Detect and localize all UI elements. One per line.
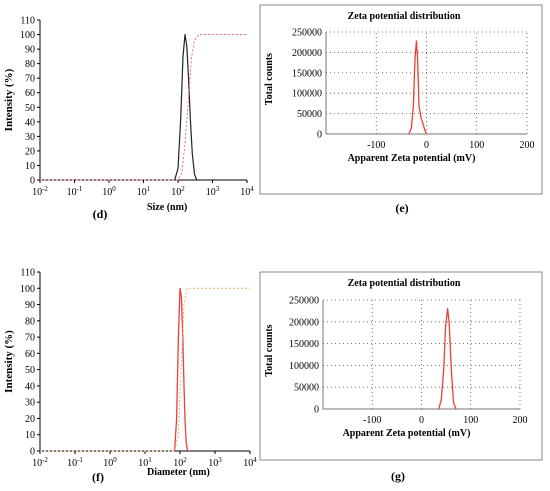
x-tick-label: 200 (520, 140, 535, 151)
y-tick-label: 250000 (292, 28, 322, 39)
y-tick-label: 100000 (292, 89, 322, 100)
x-tick-label: 103 (206, 185, 220, 198)
y-tick-label: 20 (25, 146, 35, 157)
y-tick-label: 60 (25, 88, 35, 99)
y-tick-label: 0 (30, 447, 35, 458)
x-tick-label: 102 (173, 456, 187, 469)
y-tick-label: 100 (20, 30, 35, 41)
x-tick-label: 10-2 (32, 185, 48, 198)
y-axis-label: Intensity (%) (3, 68, 15, 131)
series-line-1 (40, 34, 247, 181)
y-tick-label: 0 (317, 130, 322, 141)
y-tick-label: 110 (20, 268, 35, 279)
x-axis-label: Diameter (nm) (147, 467, 210, 478)
y-tick-label: 30 (25, 132, 35, 143)
x-tick-label: 0 (419, 415, 424, 426)
y-tick-label: 50000 (294, 383, 319, 394)
y-tick-label: 250000 (289, 296, 319, 307)
x-tick-label: 100 (102, 185, 116, 198)
x-tick-label: 100 (463, 415, 478, 426)
y-tick-label: 70 (25, 74, 35, 85)
y-tick-label: 150000 (289, 339, 319, 350)
y-tick-label: 10 (25, 430, 35, 441)
panel-label: (d) (93, 207, 108, 221)
panel-f: 0 10 20 30 40 50 60 70 80 90 100 110 10-2 10-1 100 101 1… (3, 268, 257, 485)
x-axis-label: Apparent Zeta potential (mV) (348, 153, 476, 164)
panel-frame (259, 271, 543, 461)
y-tick-label: 80 (25, 316, 35, 327)
y-tick-label: 200000 (289, 317, 319, 328)
y-axis-label: Intensity (%) (3, 330, 15, 393)
x-tick-label: 101 (137, 185, 151, 198)
y-tick-label: 90 (25, 300, 35, 311)
panel-label: (e) (395, 201, 408, 215)
y-tick-label: 100000 (289, 361, 319, 372)
series-line-0 (174, 33, 198, 181)
x-tick-label: 102 (171, 185, 185, 198)
x-tick-label: 10-1 (67, 185, 83, 198)
x-tick-label: 10-1 (67, 456, 83, 469)
panel-g: Zeta potential distribution 0 50000 100000 1… (259, 271, 543, 483)
panel-label: (f) (92, 470, 104, 484)
y-tick-label: 50 (25, 103, 35, 114)
y-tick-label: 10 (25, 161, 35, 172)
x-tick-label: 103 (208, 456, 222, 469)
x-tick-label: 10-2 (32, 456, 48, 469)
y-tick-label: 50000 (297, 109, 322, 120)
series-line-0 (408, 40, 428, 135)
y-tick-label: 200000 (292, 48, 322, 59)
x-tick-label: 100 (103, 456, 117, 469)
x-tick-label: 104 (243, 456, 257, 469)
y-tick-label: 150000 (292, 68, 322, 79)
x-tick-label: 100 (469, 140, 484, 151)
y-tick-label: 40 (25, 117, 35, 128)
y-axis-label: Total counts (264, 324, 275, 376)
y-tick-label: 40 (25, 381, 35, 392)
y-tick-label: 80 (25, 59, 35, 70)
x-axis-label: Apparent Zeta potential (mV) (343, 428, 471, 439)
x-tick-label: 101 (138, 456, 152, 469)
panel-d: 0 10 20 30 40 50 60 70 80 90 100 110 10-2 10-1 100 101 1… (3, 16, 254, 222)
chart-title: Zeta potential distribution (348, 278, 461, 289)
panel-e: Zeta potential distribution 0 50000 100000 1… (259, 4, 543, 215)
x-tick-label: 104 (240, 185, 254, 198)
chart-title: Zeta potential distribution (348, 11, 461, 22)
series-line-0 (438, 308, 457, 410)
series-line-1 (40, 287, 250, 452)
x-tick-label: -100 (367, 140, 385, 151)
series-line-0 (173, 287, 189, 452)
y-tick-label: 60 (25, 349, 35, 360)
y-tick-label: 0 (314, 405, 319, 416)
x-tick-label: 0 (424, 140, 429, 151)
y-tick-label: 50 (25, 365, 35, 376)
y-tick-label: 20 (25, 414, 35, 425)
y-tick-label: 0 (30, 176, 35, 187)
y-tick-label: 100 (20, 284, 35, 295)
y-tick-label: 30 (25, 398, 35, 409)
x-tick-label: -100 (363, 415, 381, 426)
x-axis-label: Size (nm) (147, 202, 187, 213)
x-tick-label: 200 (513, 415, 528, 426)
y-axis-label: Total counts (264, 53, 275, 105)
y-tick-label: 110 (20, 16, 35, 27)
y-tick-label: 70 (25, 333, 35, 344)
y-tick-label: 90 (25, 45, 35, 56)
panel-frame (259, 4, 543, 195)
panel-label: (g) (391, 469, 405, 483)
